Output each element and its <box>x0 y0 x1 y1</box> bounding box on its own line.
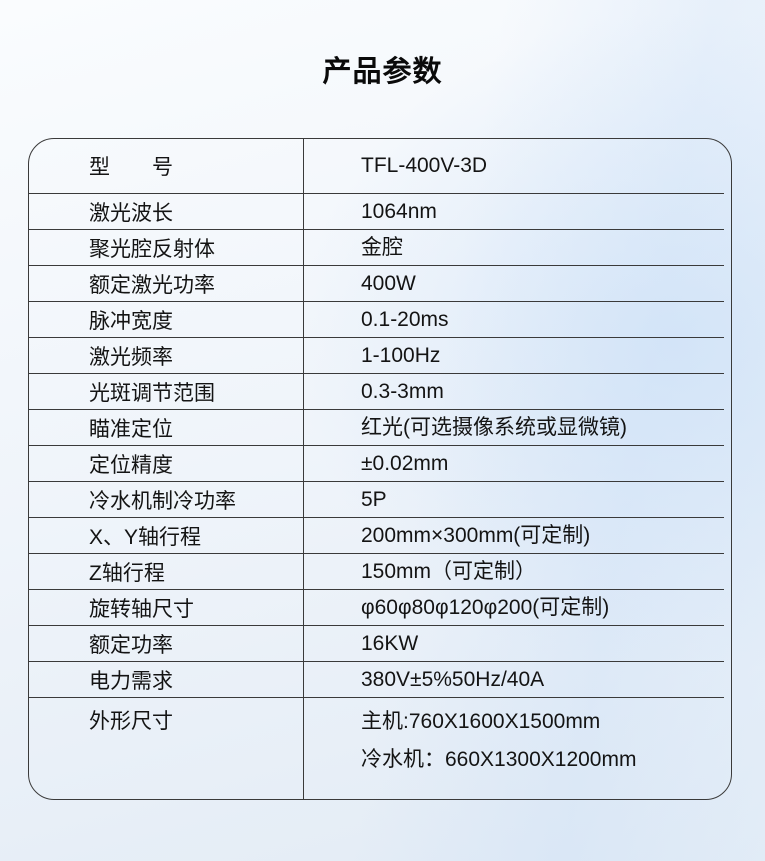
spec-value: 5P <box>361 487 387 511</box>
spec-value-cell: 1064nm <box>303 194 724 229</box>
spec-label: 额定激光功率 <box>89 273 215 297</box>
spec-label-cell: 型 号 <box>29 139 303 193</box>
spec-value: 0.3-3mm <box>361 379 444 403</box>
table-row: 电力需求 380V±5%50Hz/40A <box>29 662 724 698</box>
spec-value-cell: TFL-400V-3D <box>303 139 724 193</box>
table-row: 额定激光功率 400W <box>29 266 724 302</box>
spec-value: 1-100Hz <box>361 343 441 367</box>
spec-value: TFL-400V-3D <box>361 154 488 177</box>
spec-value-cell: 0.1-20ms <box>303 302 724 337</box>
spec-table: 型 号 TFL-400V-3D 激光波长 1064nm 聚光腔反射体 金腔 额定… <box>28 138 732 800</box>
spec-label-cell: 电力需求 <box>29 662 303 697</box>
spec-label: 激光频率 <box>89 345 173 369</box>
spec-value: 0.1-20ms <box>361 307 449 331</box>
spec-value-cell: 红光(可选摄像系统或显微镜) <box>303 410 724 445</box>
spec-label: 型 号 <box>89 156 173 179</box>
spec-value-cell: 380V±5%50Hz/40A <box>303 662 724 697</box>
spec-label: 定位精度 <box>89 453 173 477</box>
spec-label-cell: 激光频率 <box>29 338 303 373</box>
spec-value: 1064nm <box>361 199 437 223</box>
spec-value-cell: 5P <box>303 482 724 517</box>
spec-label: X、Y轴行程 <box>89 525 202 549</box>
spec-label-cell: 额定激光功率 <box>29 266 303 301</box>
spec-value: 200mm×300mm(可定制) <box>361 523 591 547</box>
spec-value: 400W <box>361 271 416 295</box>
spec-value: 红光(可选摄像系统或显微镜) <box>361 415 627 439</box>
table-row: 外形尺寸 主机:760X1600X1500mm 冷水机：660X1300X1200… <box>29 698 724 799</box>
table-row: 冷水机制冷功率 5P <box>29 482 724 518</box>
spec-value: 150mm（可定制） <box>361 559 537 583</box>
spec-value-cell: φ60φ80φ120φ200(可定制) <box>303 590 724 625</box>
table-row: 型 号 TFL-400V-3D <box>29 139 724 194</box>
spec-value-cell: 400W <box>303 266 724 301</box>
spec-value: 冷水机：660X1300X1200mm <box>361 748 637 771</box>
spec-value-cell: 16KW <box>303 626 724 661</box>
spec-value: φ60φ80φ120φ200(可定制) <box>361 595 610 619</box>
spec-label-cell: 外形尺寸 <box>29 698 303 799</box>
table-row: X、Y轴行程 200mm×300mm(可定制) <box>29 518 724 554</box>
spec-value-cell: 金腔 <box>303 230 724 265</box>
table-row: 光斑调节范围 0.3-3mm <box>29 374 724 410</box>
spec-value: ±0.02mm <box>361 451 449 475</box>
spec-label: 电力需求 <box>89 669 173 693</box>
table-row: 旋转轴尺寸 φ60φ80φ120φ200(可定制) <box>29 590 724 626</box>
spec-label-cell: 定位精度 <box>29 446 303 481</box>
spec-label: Z轴行程 <box>89 561 165 585</box>
spec-label: 冷水机制冷功率 <box>89 489 236 513</box>
spec-value: 16KW <box>361 631 419 655</box>
spec-label-cell: 额定功率 <box>29 626 303 661</box>
spec-value-cell: 1-100Hz <box>303 338 724 373</box>
spec-value: 金腔 <box>361 235 403 259</box>
spec-value-cell: 150mm（可定制） <box>303 554 724 589</box>
spec-label-cell: 旋转轴尺寸 <box>29 590 303 625</box>
table-row: 聚光腔反射体 金腔 <box>29 230 724 266</box>
spec-label: 聚光腔反射体 <box>89 237 215 261</box>
spec-value: 主机:760X1600X1500mm <box>361 710 601 733</box>
table-row: Z轴行程 150mm（可定制） <box>29 554 724 590</box>
table-row: 定位精度 ±0.02mm <box>29 446 724 482</box>
spec-label: 外形尺寸 <box>89 710 173 733</box>
spec-value-cell: ±0.02mm <box>303 446 724 481</box>
spec-label-cell: X、Y轴行程 <box>29 518 303 553</box>
table-rows: 型 号 TFL-400V-3D 激光波长 1064nm 聚光腔反射体 金腔 额定… <box>29 139 724 799</box>
spec-label-cell: 聚光腔反射体 <box>29 230 303 265</box>
table-row: 激光频率 1-100Hz <box>29 338 724 374</box>
table-row: 激光波长 1064nm <box>29 194 724 230</box>
spec-label-cell: 冷水机制冷功率 <box>29 482 303 517</box>
table-row: 额定功率 16KW <box>29 626 724 662</box>
table-row: 瞄准定位 红光(可选摄像系统或显微镜) <box>29 410 724 446</box>
spec-label-cell: 光斑调节范围 <box>29 374 303 409</box>
spec-label: 激光波长 <box>89 201 173 225</box>
spec-label: 瞄准定位 <box>89 417 173 441</box>
table-row: 脉冲宽度 0.1-20ms <box>29 302 724 338</box>
spec-value-cell: 0.3-3mm <box>303 374 724 409</box>
spec-label-cell: 瞄准定位 <box>29 410 303 445</box>
spec-value: 380V±5%50Hz/40A <box>361 667 545 691</box>
spec-label: 旋转轴尺寸 <box>89 597 194 621</box>
spec-label: 光斑调节范围 <box>89 381 215 405</box>
spec-value-cell: 200mm×300mm(可定制) <box>303 518 724 553</box>
spec-label-cell: Z轴行程 <box>29 554 303 589</box>
spec-label: 额定功率 <box>89 633 173 657</box>
spec-label-cell: 激光波长 <box>29 194 303 229</box>
spec-label-cell: 脉冲宽度 <box>29 302 303 337</box>
page-title: 产品参数 <box>322 56 443 88</box>
spec-value-cell: 主机:760X1600X1500mm 冷水机：660X1300X1200mm <box>303 698 724 799</box>
spec-label: 脉冲宽度 <box>89 309 173 333</box>
